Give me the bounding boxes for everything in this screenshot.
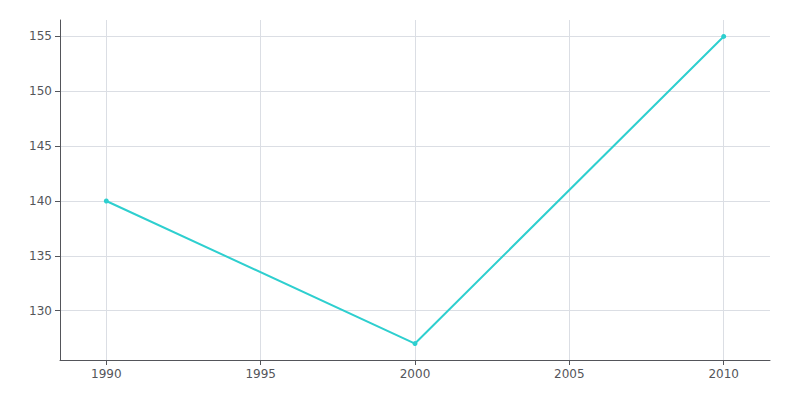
svg-text:2010: 2010 [708,367,739,381]
svg-text:130: 130 [29,304,52,318]
svg-text:155: 155 [29,29,52,43]
svg-text:2005: 2005 [554,367,585,381]
svg-text:1995: 1995 [245,367,276,381]
svg-text:145: 145 [29,139,52,153]
svg-text:140: 140 [29,194,52,208]
svg-text:1990: 1990 [91,367,122,381]
svg-text:150: 150 [29,84,52,98]
svg-text:135: 135 [29,249,52,263]
svg-text:2000: 2000 [400,367,431,381]
